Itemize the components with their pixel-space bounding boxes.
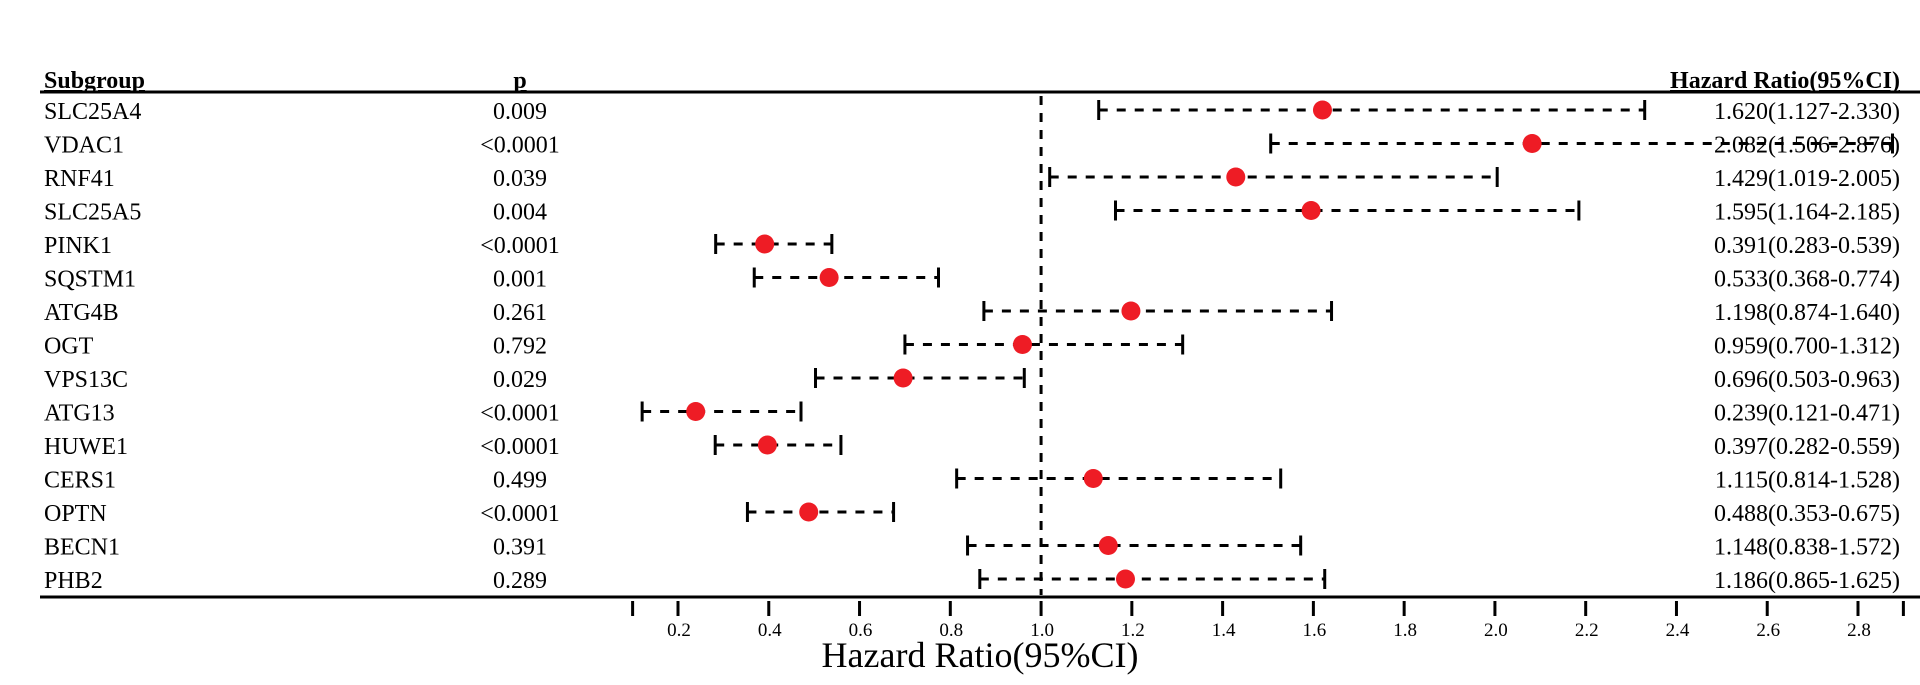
hazard-ratio-label: 1.186(0.865-1.625) [1714,568,1900,594]
p-value: 0.499 [493,468,547,494]
hazard-ratio-point [1301,201,1321,220]
subgroup-label: VPS13C [44,367,128,393]
hazard-ratio-label: 1.620(1.127-2.330) [1714,99,1900,125]
hazard-ratio-label: 0.959(0.700-1.312) [1714,334,1900,360]
p-value: 0.001 [493,267,547,293]
subgroup-label: PINK1 [44,233,112,259]
hazard-ratio-point [1121,301,1141,321]
p-value: 0.004 [493,200,547,226]
hazard-ratio-label: 0.239(0.121-0.471) [1714,401,1900,427]
forest-row: SQSTM1 0.001 0.533(0.368-0.774) [44,267,1900,293]
p-value: <0.0001 [480,501,560,527]
x-axis-title: Hazard Ratio(95%CI) [822,635,1139,675]
forest-row: RNF41 0.039 1.429(1.019-2.005) [44,166,1900,192]
p-value: 0.289 [493,568,547,594]
x-tick-label: 1.2 [1121,620,1145,641]
header-subgroup: Subgroup [44,68,145,94]
forest-row: OPTN <0.0001 0.488(0.353-0.675) [44,501,1900,527]
hazard-ratio-point [1115,569,1135,589]
forest-row: SLC25A5 0.004 1.595(1.164-2.185) [44,200,1900,226]
header-p: p [513,68,526,94]
subgroup-label: RNF41 [44,166,115,192]
subgroup-label: SLC25A5 [44,200,141,226]
subgroup-label: SLC25A4 [44,99,141,125]
forest-row: OGT 0.792 0.959(0.700-1.312) [44,334,1900,360]
forest-rows: SLC25A4 0.009 1.620(1.127-2.330) VDAC1 <0.00… [44,96,1900,595]
x-axis: 0.2 0.4 0.6 0.8 1.0 1.2 1.4 1.6 1.8 2.0 2.2 2.4 2.6 2… [631,601,1905,641]
subgroup-label: ATG4B [44,300,119,326]
subgroup-label: HUWE1 [44,434,128,460]
x-tick-label: 1.0 [1030,620,1054,641]
forest-row: VDAC1 <0.0001 2.082(1.506-2.876) [44,133,1900,159]
x-tick-label: 2.2 [1575,620,1599,641]
hazard-ratio-label: 0.488(0.353-0.675) [1714,501,1900,527]
hazard-ratio-label: 1.198(0.874-1.640) [1714,300,1900,326]
subgroup-label: OPTN [44,501,107,527]
hazard-ratio-label: 0.391(0.283-0.539) [1714,233,1900,259]
subgroup-label: PHB2 [44,568,103,594]
forest-row: CERS1 0.499 1.115(0.814-1.528) [44,468,1900,494]
hazard-ratio-point [893,368,913,388]
hazard-ratio-point [1226,167,1246,187]
subgroup-label: BECN1 [44,535,120,561]
p-value: 0.792 [493,334,547,360]
hazard-ratio-point [757,435,777,455]
hazard-ratio-label: 1.595(1.164-2.185) [1714,200,1900,226]
hazard-ratio-label: 0.397(0.282-0.559) [1714,434,1900,460]
hazard-ratio-label: 1.115(0.814-1.528) [1715,468,1900,494]
p-value: 0.391 [493,535,547,561]
forest-row: ATG4B 0.261 1.198(0.874-1.640) [44,300,1900,326]
hazard-ratio-point [1312,100,1332,120]
x-tick-label: 2.4 [1666,620,1690,641]
hazard-ratio-point [1098,536,1118,555]
x-tick-label: 1.6 [1303,620,1327,641]
p-value: 0.039 [493,166,547,192]
hazard-ratio-label: 2.082(1.506-2.876) [1714,133,1900,159]
forest-row: PHB2 0.289 1.186(0.865-1.625) [44,568,1900,594]
header-hazard-ratio: Hazard Ratio(95%CI) [1670,68,1900,94]
forest-row: SLC25A4 0.009 1.620(1.127-2.330) [44,99,1900,125]
forest-row: BECN1 0.391 1.148(0.838-1.572) [44,535,1900,561]
hazard-ratio-point [1522,134,1542,153]
hazard-ratio-label: 1.148(0.838-1.572) [1714,535,1900,561]
x-tick-label: 0.2 [667,620,691,641]
hazard-ratio-point [799,502,819,522]
x-tick-label: 1.4 [1212,620,1236,641]
x-tick-label: 0.6 [849,620,873,641]
subgroup-label: ATG13 [44,401,115,427]
hazard-ratio-label: 1.429(1.019-2.005) [1714,166,1900,192]
x-tick-label: 0.8 [939,620,963,641]
subgroup-label: CERS1 [44,468,116,494]
p-value: <0.0001 [480,401,560,427]
p-value: <0.0001 [480,233,560,259]
hazard-ratio-point [755,234,775,254]
p-value: <0.0001 [480,133,560,159]
x-tick-label: 2.6 [1756,620,1780,641]
subgroup-label: VDAC1 [44,133,124,159]
p-value: 0.009 [493,99,547,125]
subgroup-label: OGT [44,334,94,360]
hazard-ratio-point [819,268,839,287]
hazard-ratio-label: 0.696(0.503-0.963) [1714,367,1900,393]
forest-row: HUWE1 <0.0001 0.397(0.282-0.559) [44,434,1900,460]
hazard-ratio-point [686,402,706,421]
p-value: <0.0001 [480,434,560,460]
forest-row: ATG13 <0.0001 0.239(0.121-0.471) [44,401,1900,427]
hazard-ratio-label: 0.533(0.368-0.774) [1714,267,1900,293]
hazard-ratio-point [1012,335,1032,354]
subgroup-label: SQSTM1 [44,267,136,293]
p-value: 0.261 [493,300,547,326]
forest-row: VPS13C 0.029 0.696(0.503-0.963) [44,367,1900,393]
x-tick-label: 1.8 [1393,620,1417,641]
hazard-ratio-point [1083,469,1103,488]
p-value: 0.029 [493,367,547,393]
x-tick-label: 2.0 [1484,620,1508,641]
x-tick-label: 2.8 [1847,620,1871,641]
x-tick-label: 0.4 [758,620,782,641]
forest-row: PINK1 <0.0001 0.391(0.283-0.539) [44,233,1900,259]
